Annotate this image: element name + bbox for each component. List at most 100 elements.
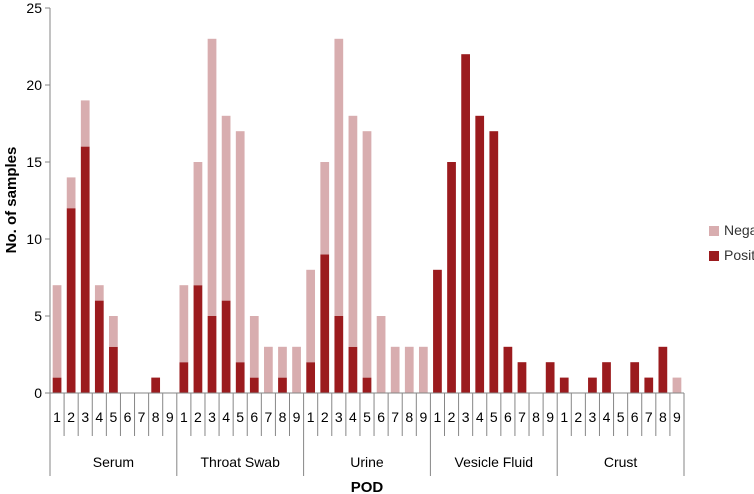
x-tick-label: 6	[124, 409, 132, 425]
bar-positive-crust-7	[644, 377, 654, 393]
x-tick-label: 9	[293, 409, 301, 425]
y-tick-label: 25	[26, 0, 42, 16]
y-tick-label: 10	[26, 231, 42, 247]
x-group-label: Vesicle Fluid	[455, 454, 534, 470]
bar-negative-serum-2	[66, 177, 76, 209]
x-tick-label: 6	[504, 409, 512, 425]
bar-negative-urine-5	[362, 131, 372, 378]
x-tick-label: 5	[236, 409, 244, 425]
legend-label-negative: Negative	[724, 222, 754, 238]
bar-positive-vesicle-fluid-9	[545, 362, 555, 393]
x-tick-label: 3	[208, 409, 216, 425]
bar-negative-throat-swab-1	[179, 285, 189, 363]
x-tick-label: 5	[363, 409, 371, 425]
x-group-label: Crust	[604, 454, 638, 470]
legend-swatch-negative	[709, 226, 719, 236]
bar-positive-vesicle-fluid-7	[517, 362, 527, 393]
x-tick-label: 7	[138, 409, 146, 425]
bar-negative-serum-5	[109, 316, 118, 347]
x-tick-label: 9	[419, 409, 427, 425]
bar-negative-serum-1	[52, 285, 62, 378]
bar-positive-urine-4	[348, 346, 358, 393]
bar-positive-serum-1	[52, 377, 62, 393]
x-tick-label: 3	[462, 409, 470, 425]
bar-negative-urine-7	[390, 346, 400, 393]
legend-swatch-positive	[709, 251, 719, 261]
y-tick-label: 5	[34, 308, 42, 324]
y-tick-label: 20	[26, 77, 42, 93]
bar-positive-throat-swab-2	[193, 285, 203, 393]
x-tick-label: 1	[53, 409, 61, 425]
bar-positive-vesicle-fluid-2	[447, 162, 456, 393]
x-tick-label: 5	[617, 409, 625, 425]
x-group-label: Throat Swab	[201, 454, 281, 470]
bar-positive-urine-1	[306, 362, 316, 393]
x-tick-label: 8	[659, 409, 667, 425]
y-tick-label: 15	[26, 154, 42, 170]
bar-positive-throat-swab-8	[278, 377, 287, 393]
x-tick-label: 3	[589, 409, 597, 425]
bar-positive-throat-swab-3	[207, 316, 217, 393]
x-tick-label: 4	[95, 409, 103, 425]
bar-negative-throat-swab-6	[249, 316, 259, 378]
x-tick-label: 4	[476, 409, 484, 425]
x-tick-label: 6	[377, 409, 385, 425]
x-tick-label: 8	[532, 409, 540, 425]
bar-negative-urine-4	[348, 115, 358, 347]
bar-negative-throat-swab-4	[221, 115, 231, 301]
y-axis: 0 5 10 15 20 25	[26, 0, 51, 401]
bar-positive-serum-2	[66, 208, 76, 393]
x-tick-label: 7	[645, 409, 653, 425]
bar-positive-throat-swab-5	[235, 362, 245, 393]
x-tick-label: 7	[391, 409, 399, 425]
x-tick-label: 9	[673, 409, 681, 425]
x-tick-label: 3	[335, 409, 343, 425]
x-tick-label: 1	[434, 409, 442, 425]
x-tick-label: 4	[603, 409, 611, 425]
bar-negative-serum-3	[80, 100, 90, 147]
bar-negative-urine-8	[404, 346, 414, 393]
bar-negative-urine-3	[334, 38, 344, 317]
bar-negative-crust-9	[672, 377, 682, 393]
bar-positive-urine-2	[320, 254, 330, 393]
legend: Negative Positive	[709, 222, 754, 263]
x-group-label: Serum	[93, 454, 134, 470]
x-tick-label: 8	[152, 409, 160, 425]
bar-positive-throat-swab-6	[249, 377, 259, 393]
x-axis-title: POD	[351, 479, 384, 494]
x-tick-label: 2	[448, 409, 456, 425]
bar-negative-urine-6	[376, 316, 386, 393]
bar-positive-urine-5	[362, 377, 372, 393]
bar-positive-crust-1	[559, 377, 569, 393]
bar-positive-serum-4	[94, 300, 104, 393]
bar-positive-vesicle-fluid-6	[503, 346, 513, 393]
bar-negative-throat-swab-5	[235, 131, 245, 363]
x-tick-label: 2	[574, 409, 582, 425]
bar-positive-crust-3	[588, 377, 597, 393]
x-tick-label: 8	[405, 409, 413, 425]
plot-area	[52, 38, 682, 394]
x-tick-label: 9	[546, 409, 554, 425]
x-tick-label: 7	[264, 409, 272, 425]
legend-label-positive: Positive	[724, 247, 754, 263]
x-tick-label: 4	[222, 409, 230, 425]
x-group-label: Urine	[350, 454, 384, 470]
bar-negative-serum-4	[94, 285, 104, 301]
bar-negative-throat-swab-2	[193, 162, 203, 286]
bar-negative-throat-swab-8	[278, 346, 287, 378]
bar-positive-crust-8	[658, 346, 668, 393]
bar-positive-crust-4	[602, 362, 611, 393]
y-axis-title: No. of samples	[3, 147, 20, 254]
bar-positive-serum-8	[151, 377, 161, 393]
x-tick-label: 2	[194, 409, 202, 425]
x-tick-label: 6	[631, 409, 639, 425]
bar-positive-vesicle-fluid-5	[489, 131, 499, 393]
x-tick-label: 1	[180, 409, 188, 425]
bar-negative-urine-9	[418, 346, 428, 393]
x-tick-label: 4	[349, 409, 357, 425]
bar-positive-crust-6	[630, 362, 640, 393]
x-tick-label: 5	[490, 409, 498, 425]
y-tick-label: 0	[34, 385, 42, 401]
x-tick-label: 2	[67, 409, 75, 425]
